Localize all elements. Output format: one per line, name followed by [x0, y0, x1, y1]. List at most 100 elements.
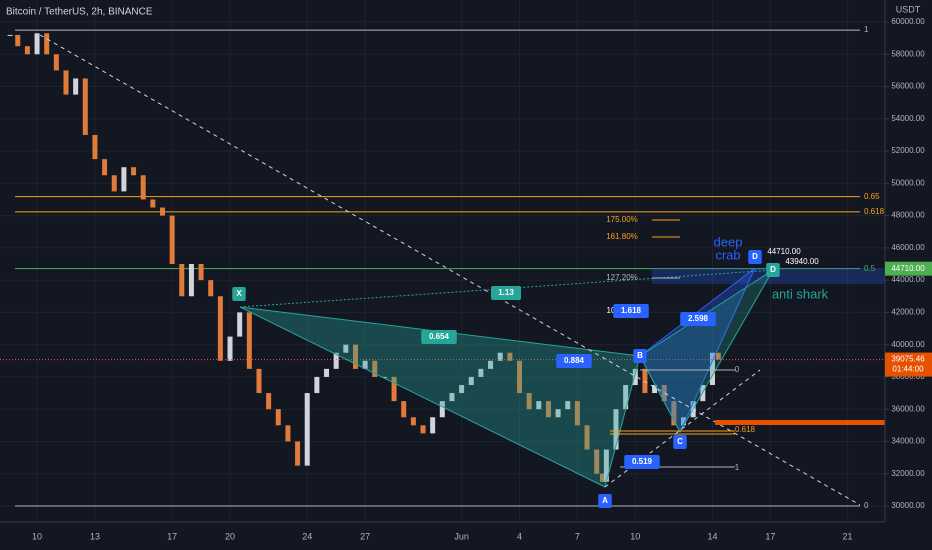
price-tag-label: 44710.00 — [891, 264, 925, 273]
trend-line — [39, 34, 861, 506]
y-tick-label: 50000.00 — [891, 178, 925, 187]
candle — [715, 352, 721, 360]
candle — [121, 167, 127, 192]
y-tick-label: 30000.00 — [891, 501, 925, 510]
y-tick-label: 36000.00 — [891, 404, 925, 413]
candle — [468, 376, 474, 385]
candle — [285, 425, 291, 442]
candle — [681, 417, 687, 426]
candle — [488, 360, 494, 369]
series-layer — [0, 0, 885, 522]
annotation: 10 — [607, 306, 616, 315]
annotation: 44710.00 — [767, 247, 801, 256]
candle — [709, 352, 715, 385]
annotation-box — [598, 494, 612, 508]
candle — [613, 409, 619, 450]
annotation: 43940.00 — [785, 257, 819, 266]
candle — [671, 401, 677, 426]
annotation: 0.884 — [564, 356, 585, 365]
x-tick-label: 17 — [167, 531, 177, 541]
candle — [642, 368, 648, 394]
price-tag — [885, 261, 932, 276]
annotation: 175.00% — [606, 215, 638, 224]
candle — [594, 449, 600, 474]
zone-line — [715, 420, 885, 425]
candle — [439, 401, 445, 418]
candle — [599, 473, 605, 482]
x-tick-label: Jun — [454, 531, 469, 541]
candle — [169, 215, 175, 265]
candle — [632, 368, 638, 385]
annotation: crab — [715, 247, 740, 262]
annotation: C — [677, 437, 683, 446]
candle — [256, 368, 262, 394]
fib-label: 0.618 — [864, 207, 885, 216]
annotation-box — [680, 312, 716, 326]
annotation: 0.618 — [735, 425, 756, 434]
x-tick-label: 24 — [302, 531, 312, 541]
candle — [324, 368, 330, 377]
annotation-box — [232, 287, 246, 301]
annotation-box — [633, 349, 647, 363]
x-tick-label: 4 — [517, 531, 522, 541]
candle — [208, 280, 214, 297]
candle — [15, 34, 21, 47]
y-tick-label: 60000.00 — [891, 17, 925, 26]
x-tick-label: 13 — [90, 531, 100, 541]
annotation: 1.13 — [498, 288, 514, 297]
xd-line — [239, 269, 774, 308]
annotation: 1 — [735, 463, 740, 472]
candle — [623, 384, 629, 410]
candle — [362, 360, 368, 369]
candle — [459, 384, 465, 394]
candle — [497, 352, 503, 361]
candle — [449, 393, 455, 402]
candle — [516, 360, 522, 394]
x-tick-label: 10 — [630, 531, 640, 541]
fib-label: 0 — [864, 501, 869, 510]
fib-label: 0.65 — [864, 192, 880, 201]
candle — [227, 336, 233, 361]
candle — [381, 376, 387, 378]
annotation: anti shark — [772, 286, 829, 301]
annotation: A — [602, 496, 608, 505]
candle — [545, 401, 551, 418]
annotation: D — [752, 252, 758, 261]
candle — [188, 264, 194, 297]
candle — [536, 401, 542, 410]
y-tick-label: 32000.00 — [891, 469, 925, 478]
candle — [44, 33, 50, 55]
candle — [333, 352, 339, 369]
candle — [478, 368, 484, 377]
candle — [391, 376, 397, 402]
candle — [507, 352, 513, 361]
annotation: B — [637, 351, 643, 360]
x-tick-label: 21 — [843, 531, 853, 541]
candle — [217, 296, 223, 361]
candle — [53, 54, 59, 71]
candle — [343, 344, 349, 353]
x-tick-label: 27 — [360, 531, 370, 541]
candle — [140, 175, 146, 200]
x-tick-label: 20 — [225, 531, 235, 541]
annotation-box — [491, 286, 521, 300]
y-tick-label: 52000.00 — [891, 146, 925, 155]
candle — [352, 344, 358, 369]
candle — [92, 134, 98, 160]
candle — [63, 70, 69, 95]
x-tick-label: 14 — [707, 531, 717, 541]
candle — [159, 207, 165, 216]
candle — [131, 167, 137, 176]
annotation: 0.654 — [429, 332, 450, 341]
candle — [102, 159, 108, 176]
annotation-box — [613, 304, 649, 318]
candle — [603, 449, 609, 482]
y-tick-label: 40000.00 — [891, 340, 925, 349]
annotation-box — [556, 354, 592, 368]
x-tick-label: 7 — [575, 531, 580, 541]
axis-unit: USDT — [896, 4, 921, 14]
candle — [314, 376, 320, 394]
candle — [179, 264, 185, 297]
candle — [237, 312, 243, 337]
pattern-shark — [639, 269, 774, 434]
